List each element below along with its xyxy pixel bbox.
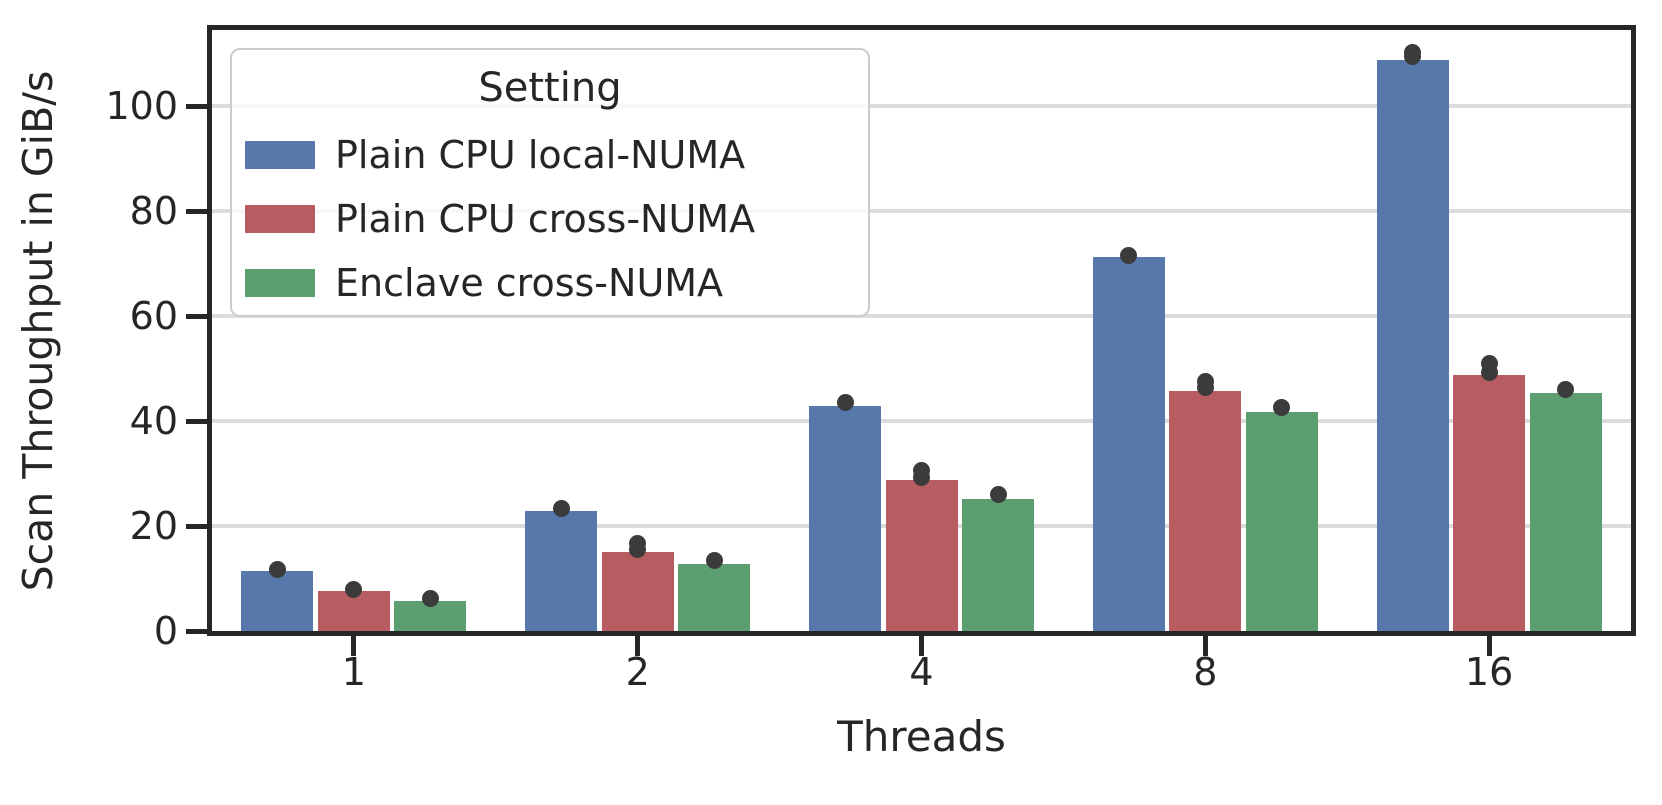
x-tick — [351, 636, 357, 656]
x-tick — [919, 636, 924, 656]
bar — [678, 564, 751, 631]
x-tick-label: 16 — [1464, 650, 1514, 694]
bar — [809, 406, 881, 631]
y-tick-label: 20 — [129, 504, 178, 549]
data-point-dot — [1404, 43, 1422, 61]
legend-row: Enclave cross-NUMA — [232, 261, 868, 305]
y-tick-label: 100 — [105, 84, 178, 129]
data-point-dot — [421, 589, 439, 607]
legend-title: Setting — [478, 65, 622, 111]
x-tick-label: 1 — [341, 650, 366, 694]
legend-label: Plain CPU local-NUMA — [335, 133, 746, 177]
bar — [1092, 257, 1165, 631]
gridline — [212, 314, 1631, 319]
bar — [962, 498, 1034, 631]
data-point-dot — [1196, 372, 1214, 390]
data-point-dot — [345, 581, 363, 599]
legend-swatch — [245, 205, 315, 233]
legend-items: Plain CPU local-NUMA Plain CPU cross-NUMA… — [232, 133, 868, 305]
plot-area — [207, 25, 1636, 636]
y-tick — [186, 418, 207, 424]
data-point-dot — [989, 486, 1007, 504]
y-tick — [186, 523, 207, 529]
data-point-dot — [1273, 399, 1291, 417]
y-tick — [186, 628, 207, 634]
bar — [1376, 59, 1449, 631]
data-point-dot — [552, 499, 570, 517]
y-tick — [186, 208, 207, 214]
data-point-dot — [836, 393, 854, 411]
x-axis-label: Threads — [837, 712, 1006, 761]
bar — [885, 479, 958, 631]
data-point-dot — [1557, 380, 1575, 398]
x-tick-label: 8 — [1193, 650, 1218, 694]
bar — [1453, 374, 1526, 631]
x-tick-label: 4 — [909, 650, 934, 694]
legend-label: Plain CPU cross-NUMA — [335, 197, 756, 241]
y-tick — [186, 103, 207, 109]
y-tick — [186, 313, 207, 319]
legend-row: Plain CPU cross-NUMA — [232, 197, 868, 241]
data-point-dot — [705, 551, 723, 569]
data-point-dot — [268, 560, 286, 578]
bar — [1529, 393, 1602, 631]
bar — [1169, 390, 1242, 631]
x-tick — [1202, 636, 1208, 656]
x-tick-label: 2 — [625, 650, 650, 694]
data-point-dot — [1480, 355, 1498, 373]
y-tick-label: 0 — [153, 609, 178, 653]
data-point-dot — [1120, 247, 1138, 265]
y-tick-label: 40 — [129, 399, 178, 444]
data-point-dot — [913, 461, 930, 479]
x-tick — [1486, 636, 1492, 656]
legend-label: Enclave cross-NUMA — [335, 261, 724, 305]
gridline — [212, 419, 1631, 424]
legend-swatch — [245, 269, 315, 297]
y-tick-label: 60 — [129, 294, 178, 339]
gridline — [212, 104, 1631, 109]
x-tick — [635, 636, 641, 656]
bar — [601, 552, 674, 631]
bar — [525, 511, 598, 631]
legend-swatch — [245, 141, 315, 169]
y-tick-label: 80 — [129, 189, 178, 234]
gridline — [212, 209, 1631, 214]
bar — [241, 571, 314, 631]
legend-row: Plain CPU local-NUMA — [232, 133, 868, 177]
data-point-dot — [629, 535, 647, 553]
bar — [1245, 411, 1318, 631]
legend: Setting Plain CPU local-NUMA Plain CPU cr… — [230, 48, 870, 317]
